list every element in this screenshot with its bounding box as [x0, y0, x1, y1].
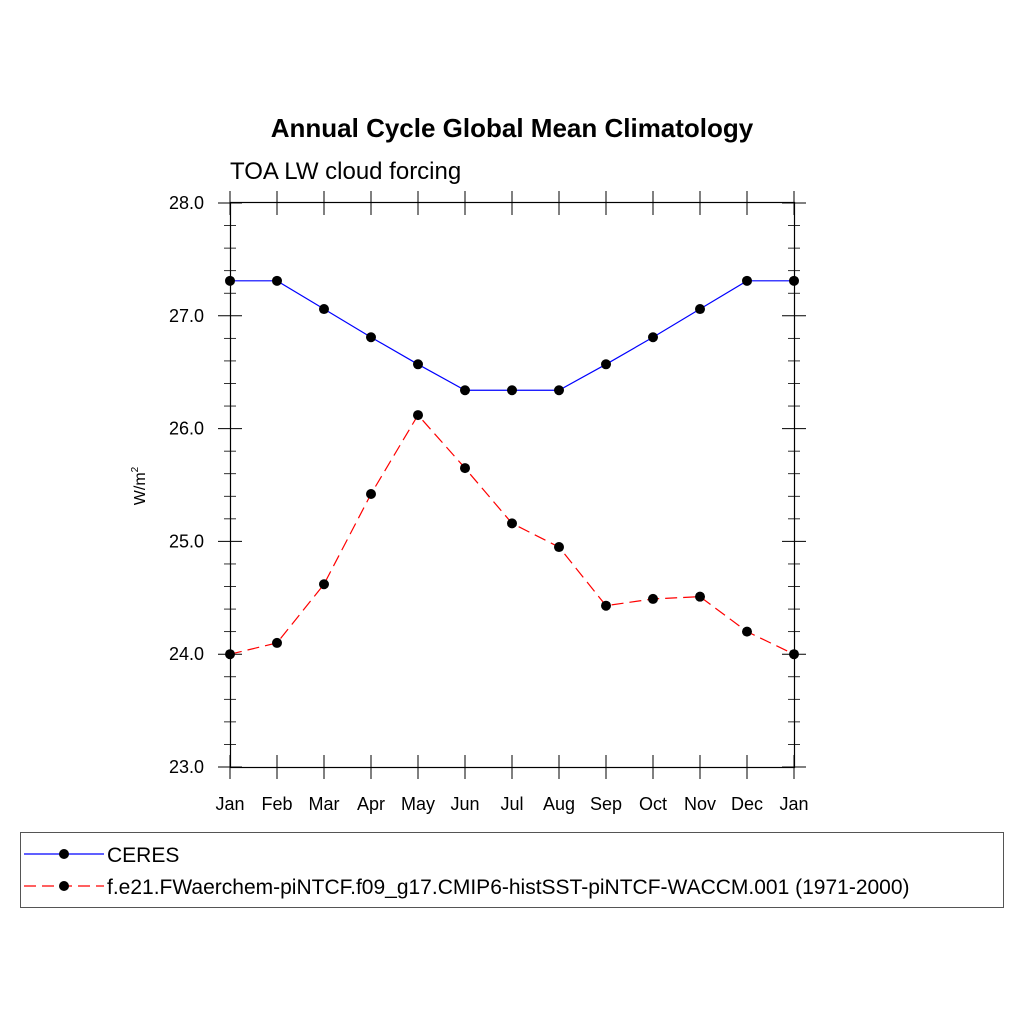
legend-marker-1	[59, 849, 69, 859]
series-lines	[229, 280, 795, 655]
series-1-point	[742, 275, 752, 286]
plot-frame	[229, 201, 796, 769]
series-points	[225, 275, 799, 660]
y-tick-labels: 23.0 24.0 25.0 26.0 27.0 28.0	[169, 193, 204, 777]
x-tick-label: Jul	[500, 794, 523, 814]
y-axis-label-superscript: 2	[130, 466, 141, 472]
x-tick-label: Jan	[779, 794, 808, 814]
legend-label-2: f.e21.FWaerchem-piNTCF.f09_g17.CMIP6-his…	[107, 876, 910, 899]
x-tick-label: Jun	[450, 794, 479, 814]
x-tick-label: Dec	[731, 794, 763, 814]
series-2-point	[272, 637, 282, 648]
series-2-point	[507, 518, 517, 529]
legend: CERES f.e21.FWaerchem-piNTCF.f09_g17.CMIP…	[20, 832, 1004, 908]
chart-subtitle: TOA LW cloud forcing	[230, 158, 461, 185]
chart-title: Annual Cycle Global Mean Climatology	[271, 113, 754, 143]
series-2-point	[319, 579, 329, 590]
y-axis-title: W/m2	[130, 466, 149, 505]
major-ticks	[218, 191, 806, 779]
series-2-point	[601, 600, 611, 611]
x-tick-label: Nov	[684, 794, 716, 814]
x-tick-label: Feb	[261, 794, 292, 814]
x-tick-labels: Jan Feb Mar Apr May Jun Jul Aug Sep Oct Nov Dec Jan	[215, 794, 808, 814]
y-tick-label: 24.0	[169, 644, 204, 664]
series-2-point	[460, 463, 470, 474]
series-2-point	[695, 591, 705, 602]
series-line-2	[229, 414, 795, 655]
series-1-point	[319, 304, 329, 315]
x-tick-label: Jan	[215, 794, 244, 814]
series-1-point	[601, 359, 611, 370]
legend-box	[20, 832, 1004, 908]
series-2-point	[366, 489, 376, 500]
x-tick-label: Oct	[639, 794, 667, 814]
series-1-point	[695, 304, 705, 315]
legend-marker-2	[59, 881, 69, 891]
x-tick-label: Mar	[309, 794, 340, 814]
x-tick-label: Sep	[590, 794, 622, 814]
series-1-point	[413, 359, 423, 370]
series-2-point	[648, 593, 658, 604]
y-tick-label: 26.0	[169, 419, 204, 439]
x-tick-label: Apr	[357, 794, 385, 814]
series-2-point	[742, 626, 752, 637]
series-1-point	[272, 275, 282, 286]
series-1-point	[366, 332, 376, 343]
y-tick-label: 27.0	[169, 306, 204, 326]
y-tick-label: 25.0	[169, 531, 204, 551]
legend-label-1: CERES	[107, 844, 179, 867]
minor-ticks	[224, 225, 800, 745]
x-tick-label: May	[401, 794, 435, 814]
y-axis-label: W/m	[132, 472, 149, 505]
y-tick-label: 28.0	[169, 193, 204, 213]
svg-text:W/m2: W/m2	[130, 466, 149, 505]
series-1-point	[507, 385, 517, 396]
series-2-point	[554, 542, 564, 553]
x-tick-label: Aug	[543, 794, 575, 814]
series-line-1	[230, 280, 794, 391]
y-tick-label: 23.0	[169, 757, 204, 777]
series-1-point	[460, 385, 470, 396]
series-1-point	[554, 385, 564, 396]
series-1-point	[648, 332, 658, 343]
series-2-point	[413, 410, 423, 421]
